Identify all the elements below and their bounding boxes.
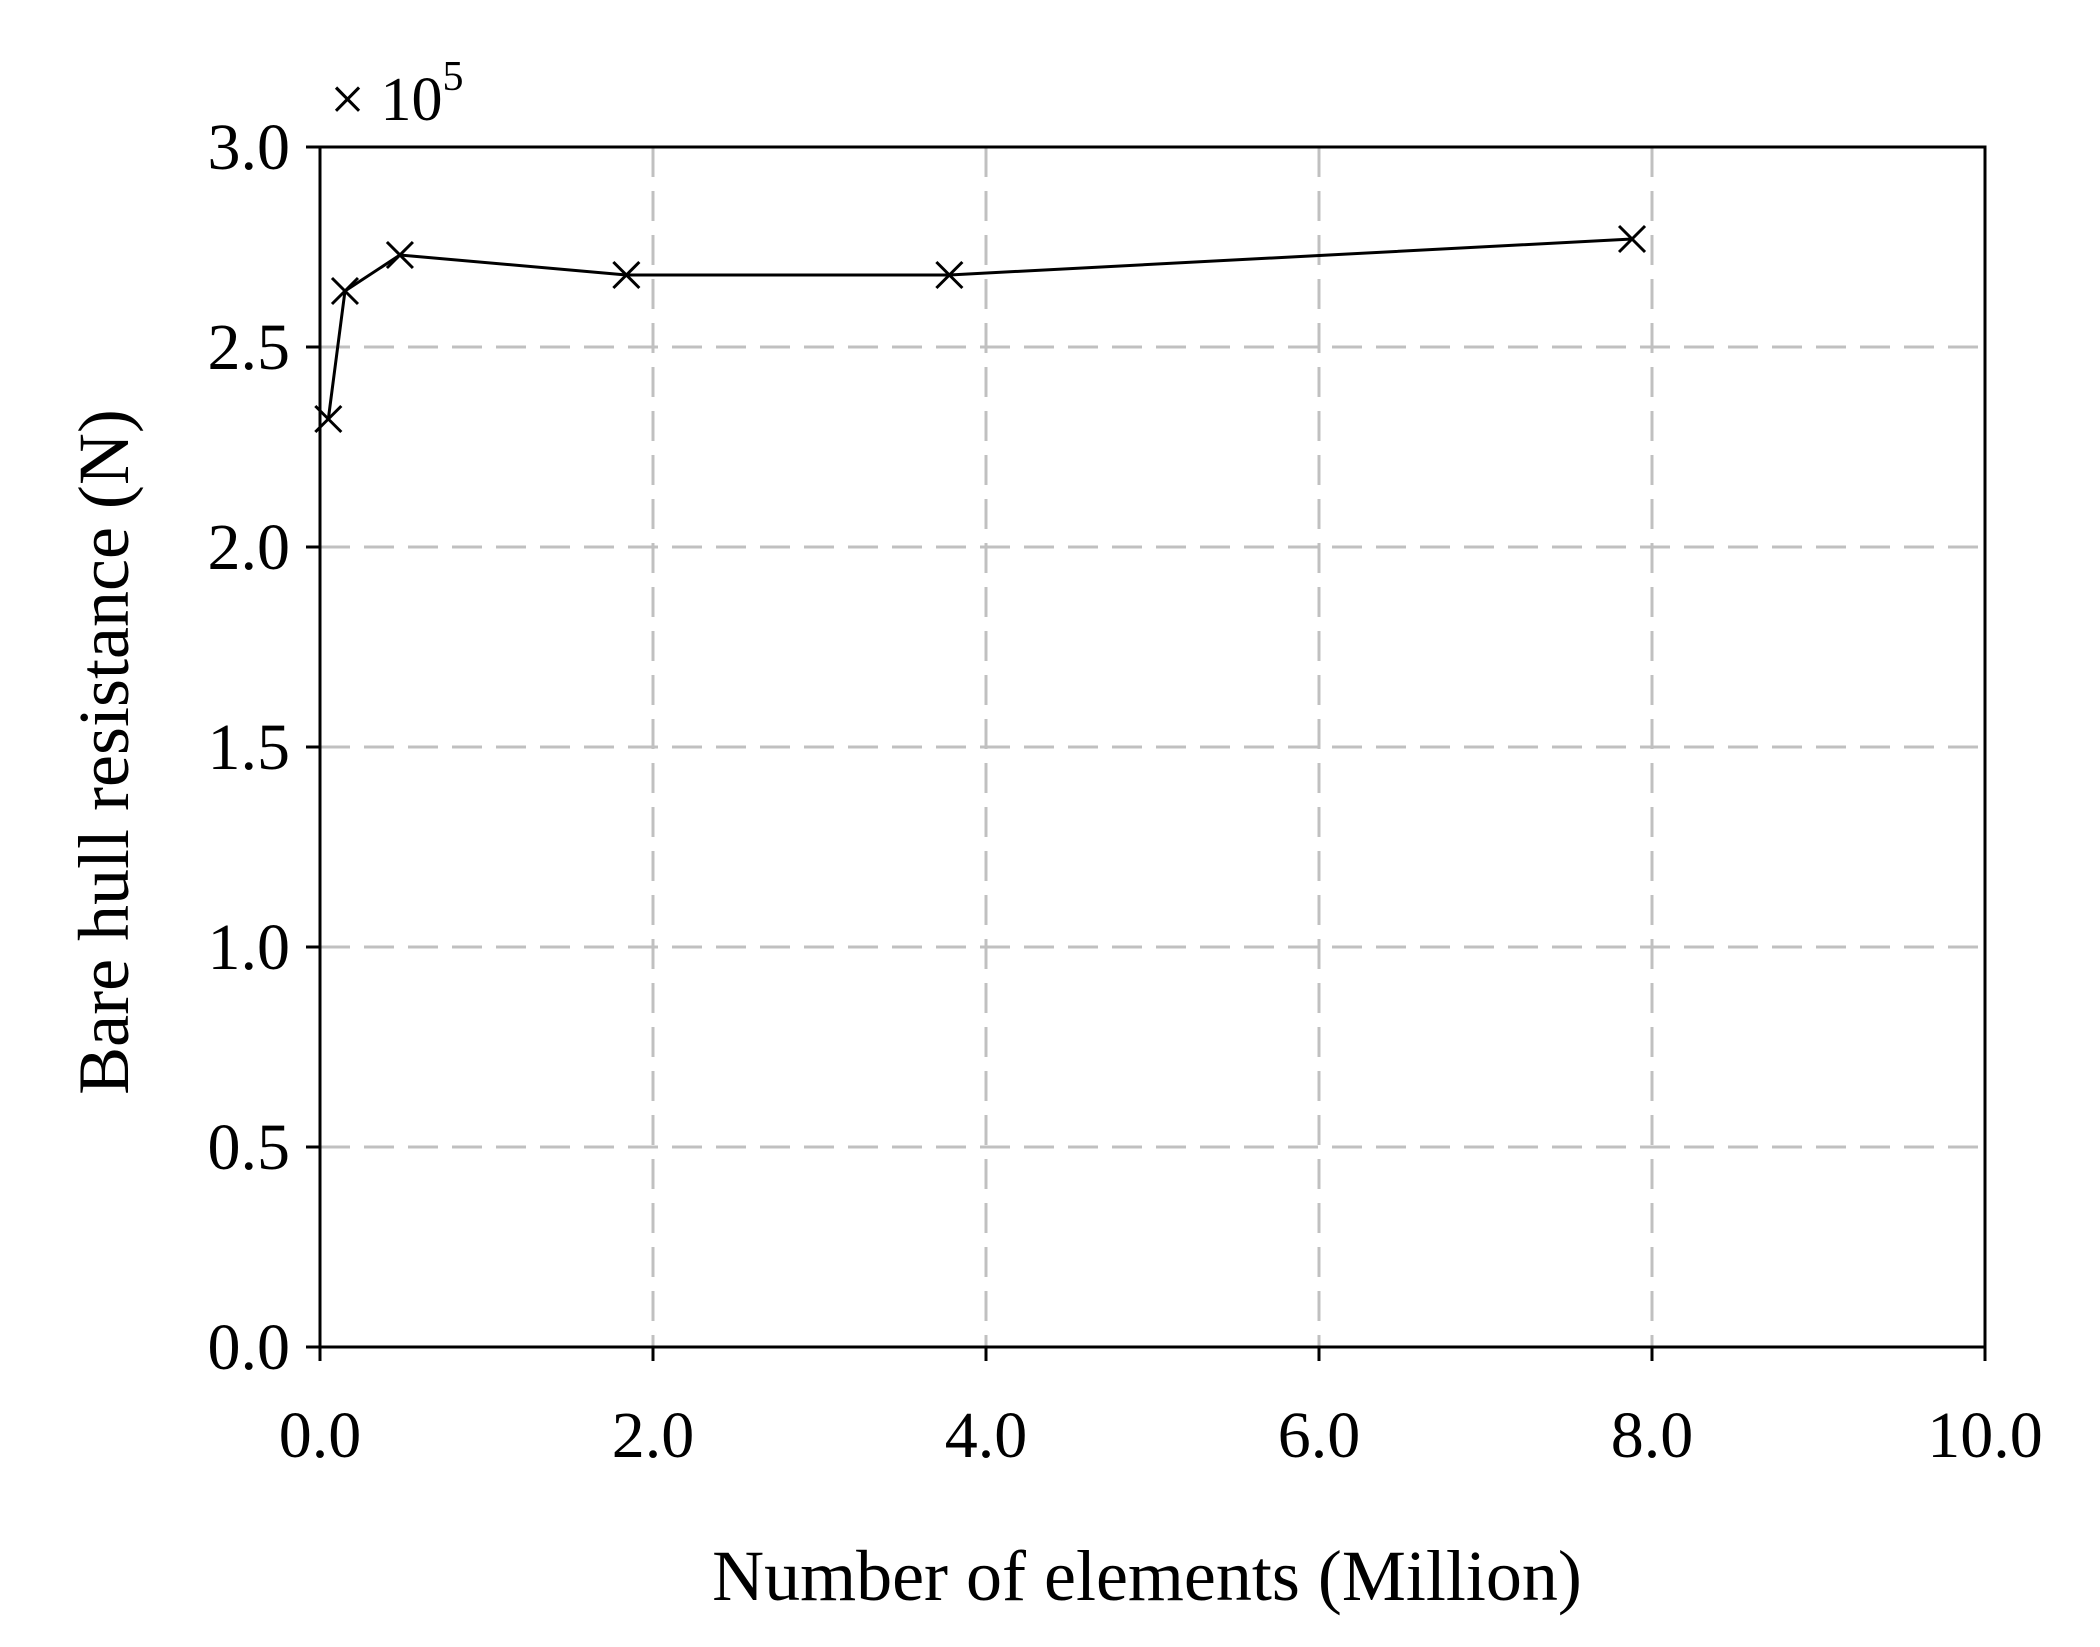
axis-ticks: 0.0 2.0 4.0 6.0 8.0 10.0 0.0 0.5 1.0 1.5 2.0 2.5 3.0 bbox=[208, 111, 2043, 1472]
x-tick-label: 4.0 bbox=[945, 1399, 1028, 1472]
data-point-marker bbox=[385, 240, 414, 270]
x-tick-label: 0.0 bbox=[279, 1399, 362, 1472]
data-point-marker bbox=[314, 404, 343, 434]
data-point-marker bbox=[1617, 224, 1647, 254]
y-tick-label: 2.5 bbox=[208, 311, 291, 384]
y-tick-label: 0.5 bbox=[208, 1111, 291, 1184]
x-tick-label: 6.0 bbox=[1278, 1399, 1361, 1472]
x-tick-label: 2.0 bbox=[612, 1399, 695, 1472]
y-tick-label: 1.0 bbox=[208, 911, 291, 984]
y-tick-label: 1.5 bbox=[208, 711, 291, 784]
data-point-marker bbox=[935, 260, 964, 290]
y-tick-label: 2.0 bbox=[208, 511, 291, 584]
y-axis-multiplier: × 105 bbox=[330, 54, 463, 134]
x-axis-title: Number of elements (Million) bbox=[712, 1536, 1582, 1616]
data-series bbox=[314, 224, 1647, 434]
grid-lines bbox=[320, 147, 1985, 1347]
x-tick-label: 8.0 bbox=[1611, 1399, 1694, 1472]
y-axis-title: Bare hull resistance (N) bbox=[64, 409, 144, 1095]
y-tick-label: 3.0 bbox=[208, 111, 291, 184]
y-tick-label: 0.0 bbox=[208, 1311, 291, 1384]
series-line bbox=[326, 237, 1633, 420]
x-tick-label: 10.0 bbox=[1927, 1399, 2043, 1472]
y-axis-multiplier-exponent: 5 bbox=[442, 54, 463, 100]
data-point-marker bbox=[612, 260, 641, 290]
data-point-marker bbox=[330, 276, 360, 306]
